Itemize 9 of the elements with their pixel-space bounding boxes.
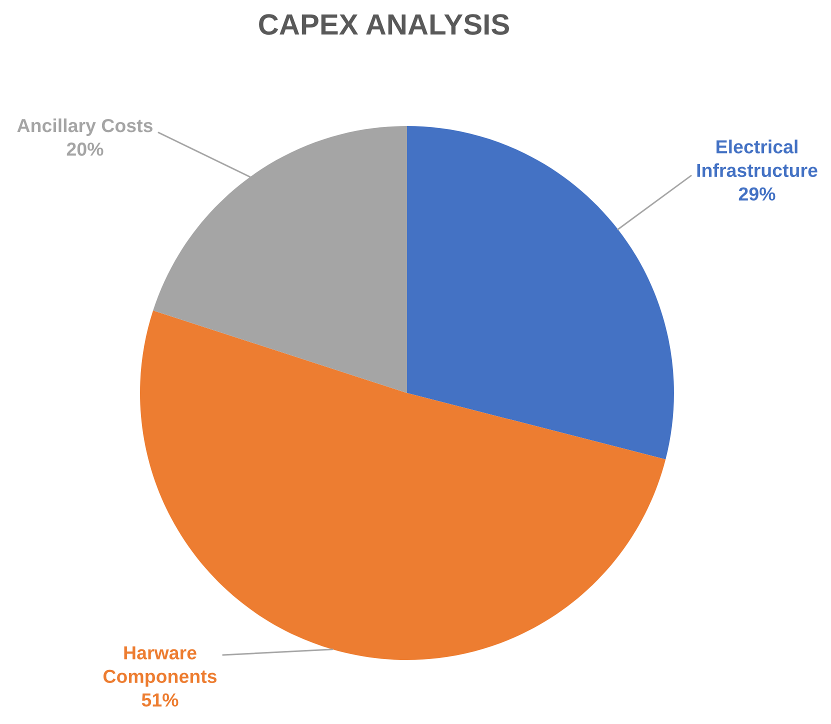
pie-slice (153, 126, 407, 393)
slice-label: Ancillary Costs (17, 118, 152, 136)
chart-title: CAPEX ANALYSIS (259, 14, 510, 35)
data-label: 29% (738, 187, 776, 201)
data-label: 51% (142, 693, 178, 707)
slice-label: Harware Components (103, 646, 217, 687)
slice-label: Electrical Infrastructure (697, 140, 818, 178)
pie-slice (407, 126, 674, 460)
data-label: 20% (66, 142, 104, 156)
